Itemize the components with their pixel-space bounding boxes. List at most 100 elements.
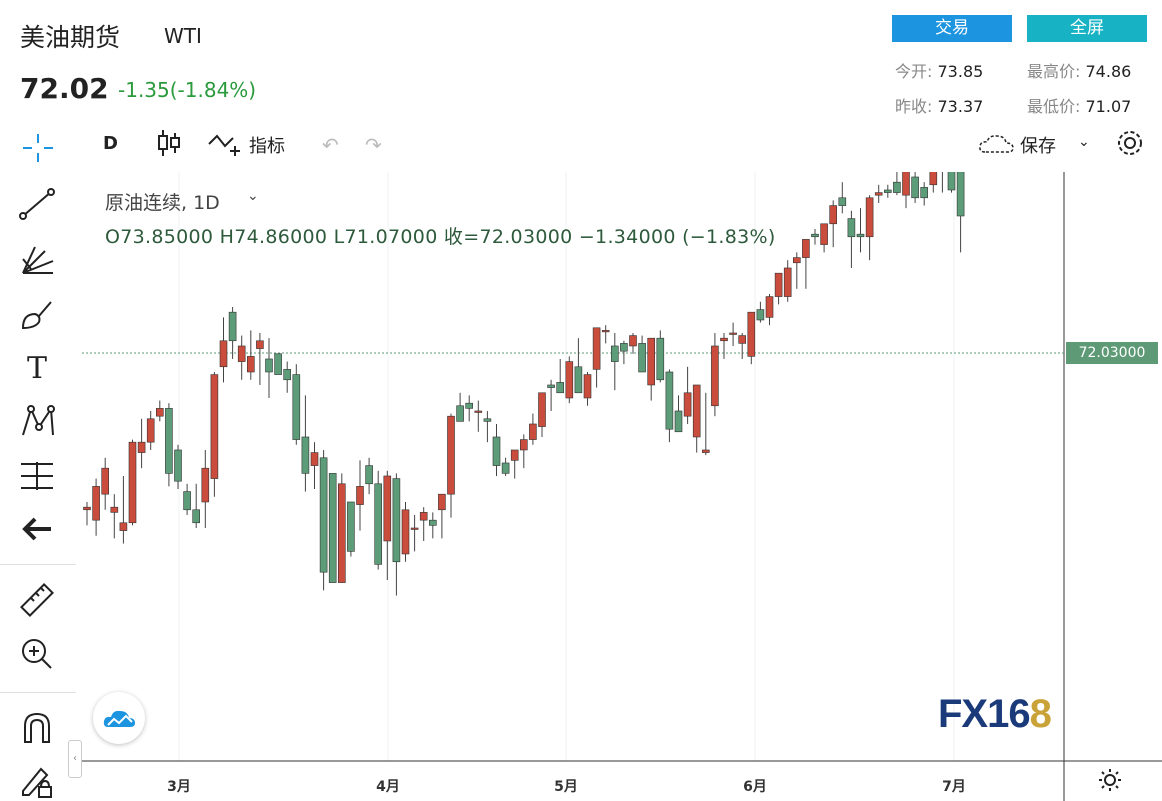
interval-button[interactable]: D — [103, 133, 118, 154]
candle-body — [701, 449, 710, 453]
candle — [838, 182, 847, 214]
candle-body — [283, 369, 291, 381]
candle — [902, 172, 910, 209]
redo-icon[interactable]: ↷ — [365, 133, 382, 157]
candle — [592, 327, 601, 388]
indicators-icon[interactable] — [207, 130, 243, 162]
candle-body — [419, 512, 428, 521]
candle — [556, 358, 565, 394]
drawing-sidebar: T ‹ — [0, 120, 82, 801]
candle-body — [174, 449, 182, 482]
fullscreen-button[interactable]: 全屏 — [1027, 15, 1147, 42]
pattern-icon[interactable] — [14, 401, 60, 441]
candle — [738, 332, 747, 359]
text-tool-icon[interactable]: T — [26, 350, 47, 386]
candle — [101, 457, 110, 510]
candle-body — [456, 405, 464, 422]
candle — [829, 200, 838, 248]
candle-body — [183, 491, 191, 511]
price-chart[interactable] — [82, 172, 1162, 801]
cloud-save-icon[interactable] — [977, 130, 1017, 162]
candles — [83, 172, 965, 596]
candle — [365, 457, 373, 495]
candle — [620, 340, 628, 365]
high-value: 74.86 — [1085, 62, 1132, 81]
candle — [210, 371, 219, 497]
candle-body — [610, 345, 619, 362]
candle-body — [501, 462, 510, 474]
indicators-button[interactable]: 指标 — [249, 136, 285, 157]
candle-body — [893, 181, 901, 193]
x-tick-label: 7月 — [942, 779, 966, 795]
measure-lines-icon[interactable] — [14, 456, 60, 496]
chevron-down-icon[interactable]: ⌄ — [1078, 134, 1090, 150]
candle — [428, 512, 437, 539]
candle — [501, 457, 510, 476]
candle-body — [210, 374, 219, 479]
candle-body — [556, 382, 565, 394]
low-value: 71.07 — [1085, 97, 1132, 116]
candle-body — [865, 197, 874, 238]
candle — [574, 338, 583, 394]
x-tick-label: 4月 — [376, 779, 400, 795]
candle-body — [365, 465, 373, 485]
gear-icon[interactable] — [1113, 126, 1147, 164]
candle-body — [519, 439, 528, 451]
candle-body — [356, 486, 364, 505]
pitchfork-icon[interactable] — [14, 239, 60, 279]
candle — [893, 172, 901, 196]
prevclose-value: 73.37 — [937, 97, 984, 116]
collapse-sidebar-button[interactable]: ‹ — [68, 740, 82, 778]
undo-icon[interactable]: ↶ — [322, 133, 339, 157]
candle-body — [956, 172, 965, 217]
candle — [729, 322, 737, 346]
candle — [538, 392, 546, 437]
candle-body — [128, 441, 137, 524]
sun-settings-icon[interactable] — [1098, 768, 1122, 796]
legend-chevron-icon[interactable]: ⌄ — [247, 188, 259, 204]
save-button[interactable]: 保存 — [1020, 136, 1056, 157]
candle — [110, 494, 119, 539]
candle — [256, 332, 264, 385]
candle-body — [911, 176, 919, 199]
back-arrow-icon[interactable] — [14, 509, 60, 549]
trendline-icon[interactable] — [14, 184, 60, 224]
lock-pen-icon[interactable] — [14, 761, 60, 801]
candle-body — [883, 189, 892, 193]
candle-body — [510, 449, 519, 461]
candle — [792, 252, 801, 289]
candle-body — [802, 239, 810, 258]
candle — [265, 338, 273, 398]
candle — [128, 439, 137, 526]
brush-icon[interactable] — [14, 294, 60, 334]
zoom-in-icon[interactable] — [14, 634, 60, 674]
candle-body — [383, 475, 392, 542]
candle — [319, 449, 328, 591]
candle-body — [947, 172, 956, 191]
candle-type-icon[interactable] — [156, 128, 182, 162]
candle-body — [165, 408, 173, 474]
ruler-icon[interactable] — [14, 580, 60, 620]
candle-body — [765, 296, 774, 318]
candle-body — [547, 384, 555, 388]
candle-body — [337, 483, 346, 583]
candle-body — [629, 335, 637, 347]
candle-body — [438, 493, 446, 511]
candle-body — [292, 374, 301, 440]
candle-body — [620, 343, 628, 352]
magnet-icon[interactable] — [14, 708, 60, 748]
candle-body — [92, 486, 100, 521]
candle — [565, 356, 574, 404]
candle — [811, 228, 819, 245]
trade-button[interactable]: 交易 — [892, 15, 1012, 42]
candle-body — [219, 340, 228, 368]
candle — [347, 501, 355, 557]
candle — [920, 182, 929, 206]
candle-body — [101, 467, 110, 495]
crosshair-icon[interactable] — [20, 130, 56, 166]
x-tick-label: 5月 — [554, 779, 578, 795]
candle-body — [783, 267, 792, 297]
legend-symbol[interactable]: 原油连续, 1D — [105, 192, 220, 214]
candle — [783, 260, 792, 302]
cloud-logo-icon[interactable] — [93, 692, 145, 744]
